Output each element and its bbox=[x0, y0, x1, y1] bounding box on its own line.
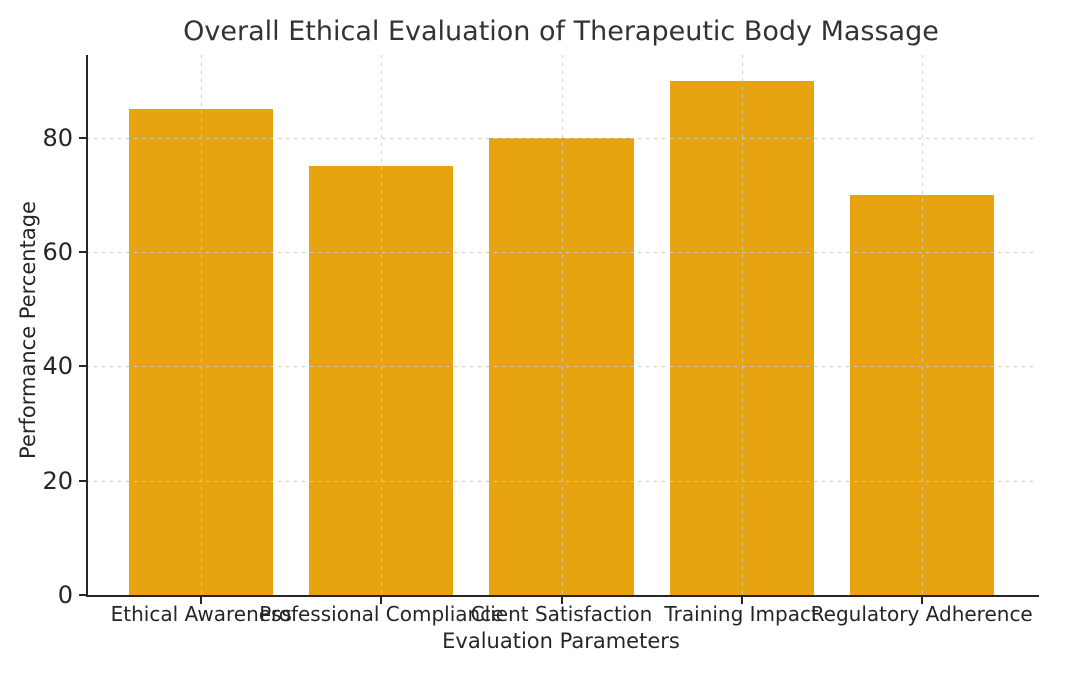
x-tick-label: Regulatory Adherence bbox=[810, 602, 1033, 626]
x-tick-label: Professional Compliance bbox=[259, 602, 504, 626]
bar-regulatory-adherence bbox=[849, 195, 994, 595]
bar-professional-compliance bbox=[309, 166, 454, 595]
y-axis-label: Performance Percentage bbox=[16, 201, 40, 459]
y-tick-label: 40 bbox=[42, 352, 73, 381]
x-tick-label: Client Satisfaction bbox=[470, 602, 653, 626]
y-tick-mark bbox=[79, 479, 86, 482]
axes-spines bbox=[86, 55, 1039, 597]
y-tick-mark bbox=[79, 136, 86, 139]
y-tick-label: 20 bbox=[42, 466, 73, 495]
bar-client-satisfaction bbox=[489, 137, 634, 595]
y-tick-label: 80 bbox=[42, 123, 73, 152]
x-tick-mark bbox=[920, 597, 923, 604]
gridline-vertical bbox=[201, 55, 203, 595]
x-tick-label: Training Impact bbox=[664, 602, 819, 626]
bar-ethical-awareness bbox=[129, 109, 274, 595]
chart-title: Overall Ethical Evaluation of Therapeuti… bbox=[183, 16, 939, 47]
y-tick-label: 60 bbox=[42, 238, 73, 267]
x-tick-label: Ethical Awareness bbox=[110, 602, 292, 626]
x-axis-label: Evaluation Parameters bbox=[442, 629, 680, 653]
x-tick-mark bbox=[200, 597, 203, 604]
gridline-vertical bbox=[561, 55, 563, 595]
bar-training-impact bbox=[669, 80, 814, 595]
y-tick-mark bbox=[79, 251, 86, 254]
y-tick-mark bbox=[79, 365, 86, 368]
gridline-vertical bbox=[741, 55, 743, 595]
x-tick-mark bbox=[380, 597, 383, 604]
x-tick-mark bbox=[560, 597, 563, 604]
gridline-vertical bbox=[381, 55, 383, 595]
y-tick-mark bbox=[79, 594, 86, 596]
x-tick-mark bbox=[740, 597, 743, 604]
gridline-vertical bbox=[921, 55, 923, 595]
y-tick-label: 0 bbox=[57, 581, 73, 609]
